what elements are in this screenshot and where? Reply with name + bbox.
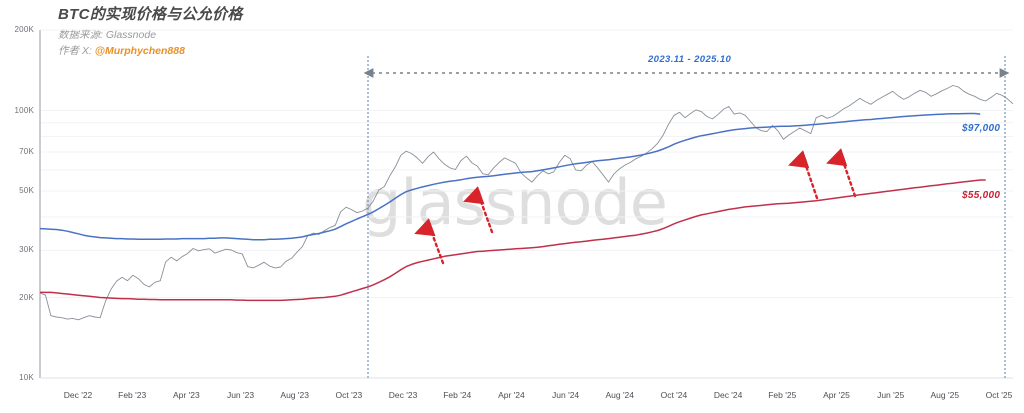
realized-price-callout: $97,000 [962, 123, 1001, 134]
series-line [39, 85, 1014, 321]
support-arrow [788, 150, 819, 200]
x-tick-label: Feb '24 [443, 390, 472, 400]
support-arrow [463, 186, 494, 234]
y-tick-label: 30K [19, 245, 34, 255]
x-tick-label: Jun '24 [552, 390, 580, 400]
x-tick-label: Apr '23 [173, 390, 200, 400]
chart-header: BTC的实现价格与公允价格 数据来源: Glassnode 作者 X: @Mur… [58, 6, 243, 59]
annotation-layer [363, 56, 1010, 378]
data-source-line: 数据来源: Glassnode [58, 28, 243, 43]
support-arrow [414, 218, 445, 265]
glassnode-watermark: glassnode [362, 166, 668, 239]
x-tick-label: Aug '23 [280, 390, 309, 400]
x-tick-label: Feb '23 [118, 390, 147, 400]
y-tick-label: 200K [14, 25, 34, 34]
range-annotation-label: 2023.11 - 2025.10 [648, 54, 732, 65]
page-title: BTC的实现价格与公允价格 [58, 6, 243, 23]
y-tick-label: 100K [14, 105, 34, 115]
x-tick-label: Dec '23 [388, 390, 418, 400]
x-tick-label: Feb '25 [768, 390, 797, 400]
fair-price-callout: $55,000 [962, 190, 1001, 201]
y-tick-label: 20K [19, 292, 34, 302]
x-tick-label: Aug '25 [930, 390, 960, 400]
x-tick-label: Aug '24 [605, 390, 635, 400]
x-tick-label: Dec '22 [63, 390, 93, 400]
y-tick-label: 50K [19, 186, 34, 195]
x-tick-label: Oct '24 [660, 390, 688, 400]
author-line: 作者 X: @Murphychen888 [58, 44, 243, 59]
x-tick-label: Dec '24 [713, 390, 743, 400]
data-source-label: 数据来源: [58, 29, 103, 41]
data-source-value: Glassnode [105, 29, 157, 41]
author-label: 作者 X: [58, 45, 92, 57]
grid-lines [40, 29, 1013, 379]
support-arrow [826, 148, 857, 198]
x-tick-label: Jun '25 [877, 390, 905, 400]
series-line [39, 112, 981, 241]
y-tick-label: 70K [19, 147, 34, 156]
author-handle[interactable]: @Murphychen888 [94, 45, 185, 57]
series-line [40, 179, 986, 302]
series-lines [39, 85, 1014, 321]
x-tick-label: Apr '24 [498, 390, 525, 400]
x-tick-label: Oct '25 [985, 390, 1013, 400]
x-tick-label: Oct '23 [335, 390, 363, 400]
x-tick-label: Jun '23 [226, 390, 255, 400]
x-tick-label: Apr '25 [823, 390, 850, 400]
y-tick-label: 10K [19, 373, 34, 382]
